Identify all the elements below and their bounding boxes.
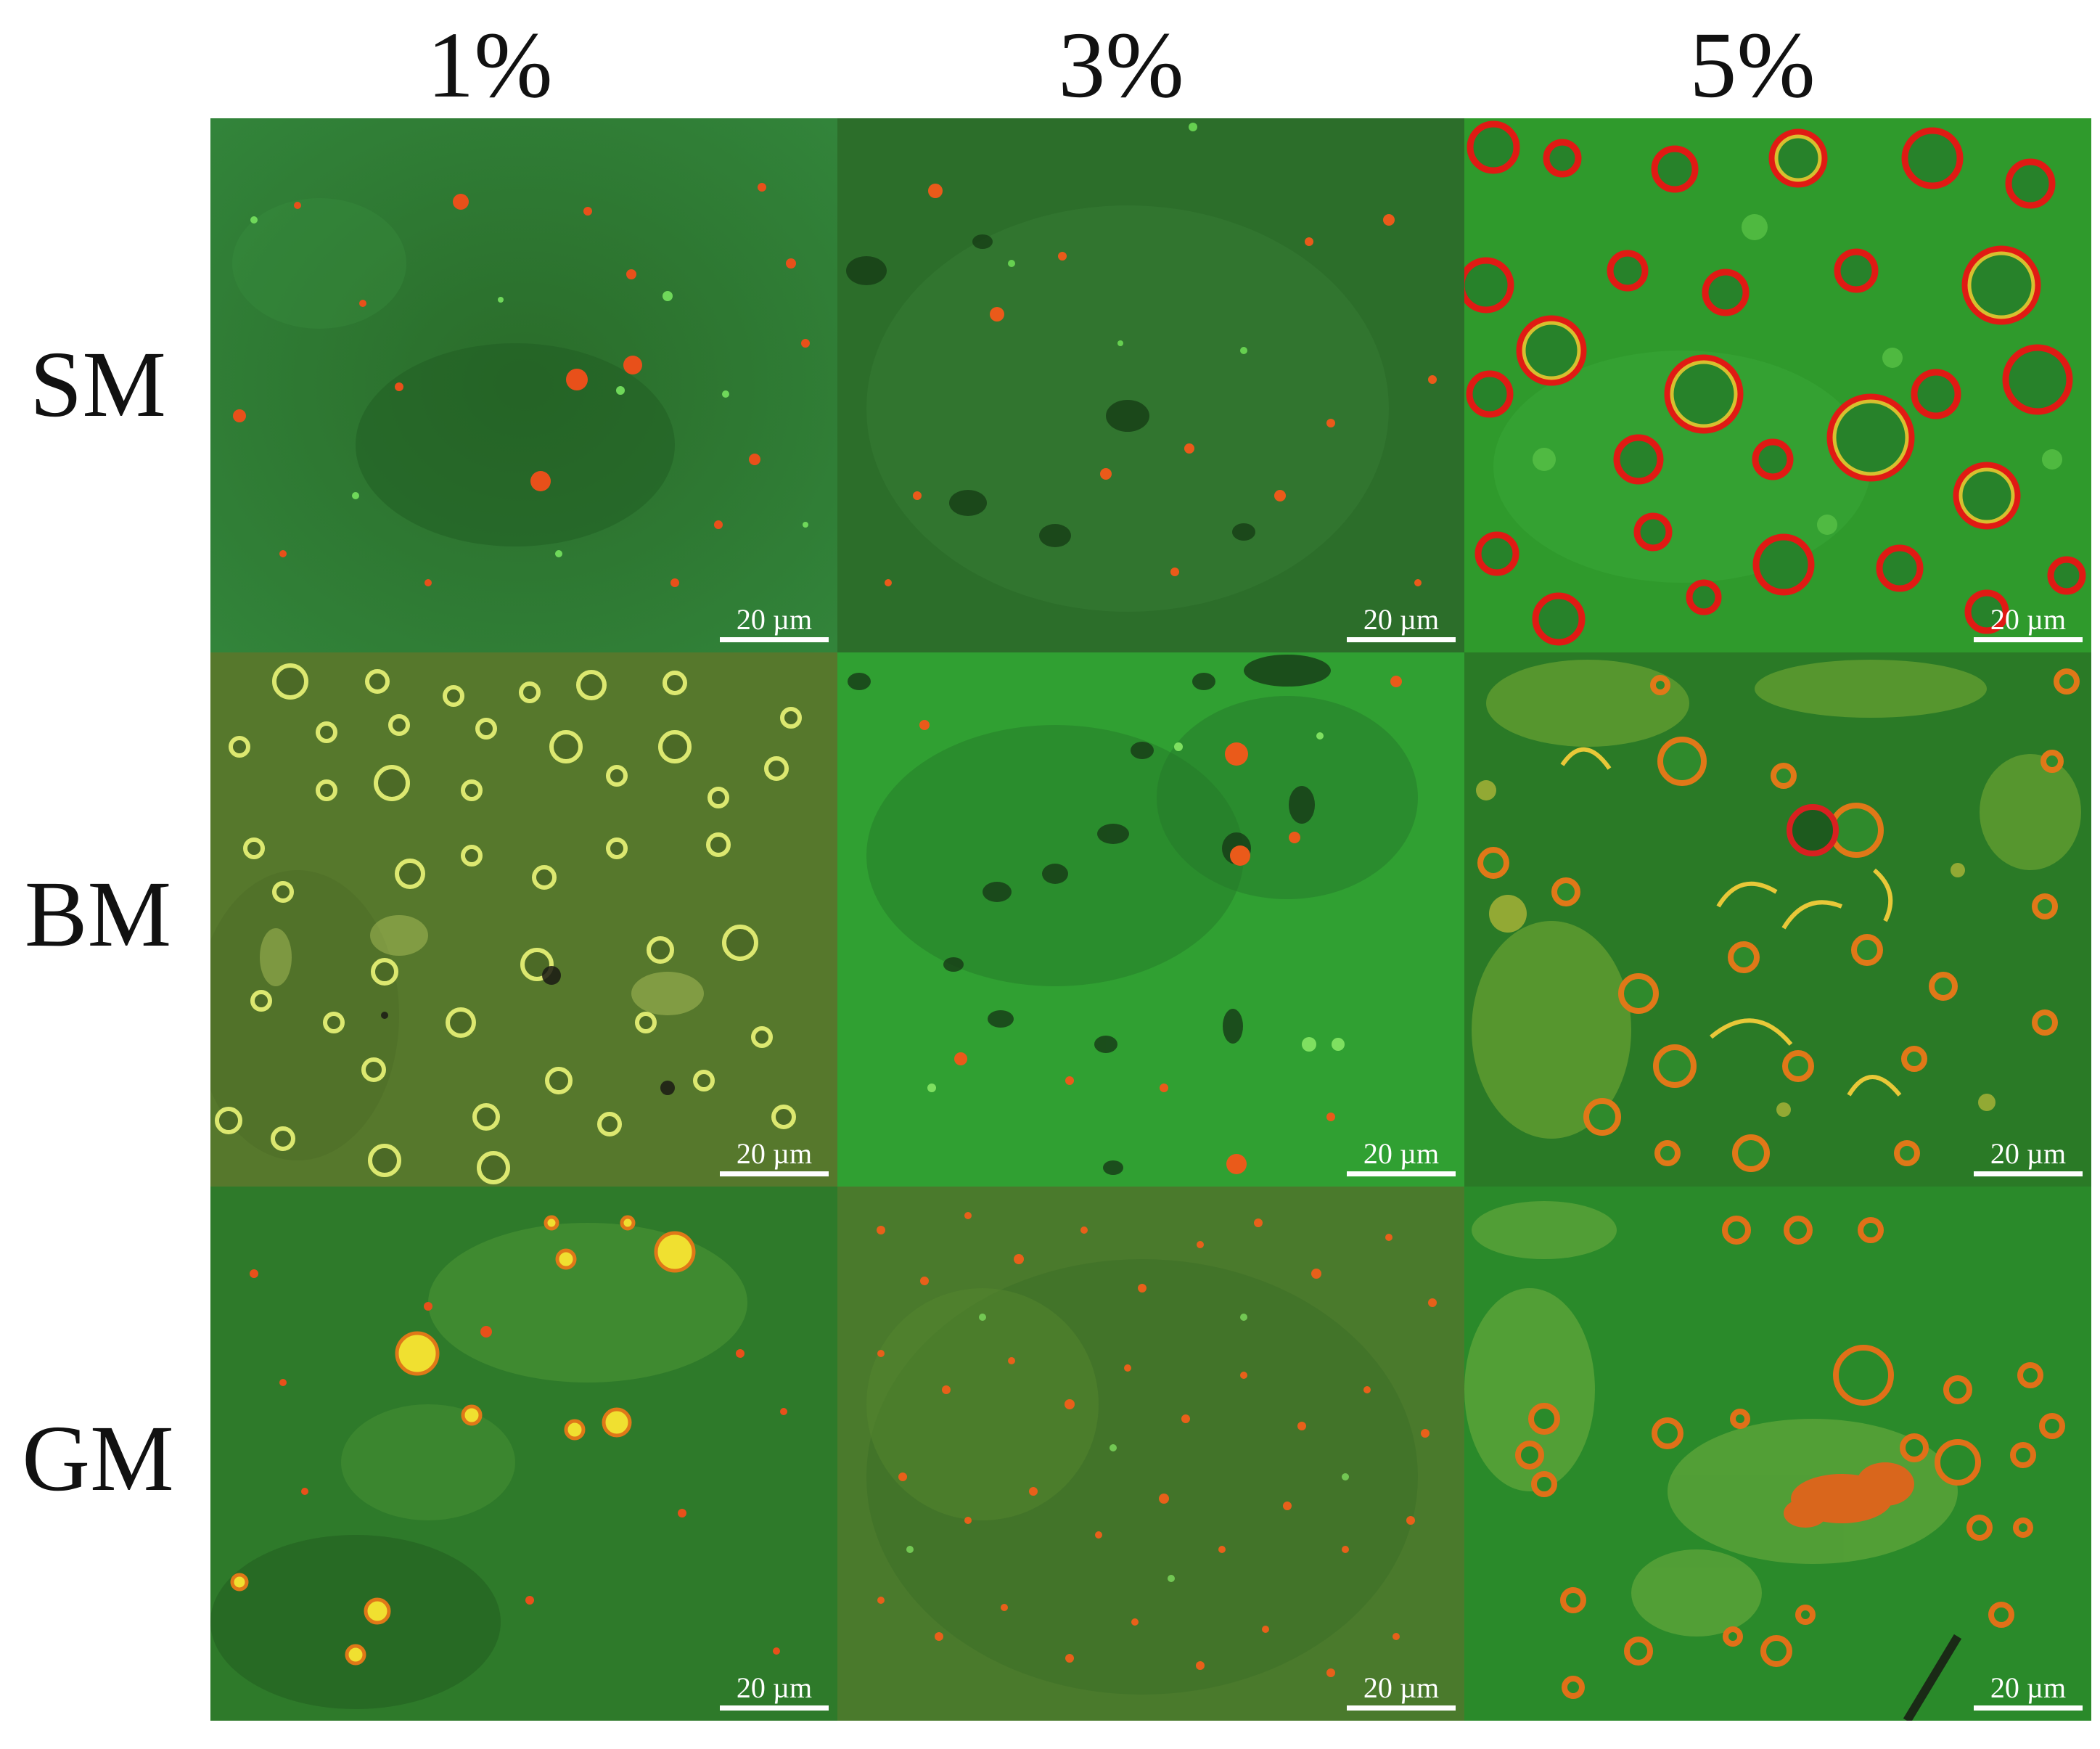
scale-bar: 20 µm	[1974, 1672, 2083, 1711]
micrograph-image	[210, 652, 837, 1187]
scale-bar: 20 µm	[1974, 1138, 2083, 1176]
column-label-3pct: 3%	[1058, 13, 1184, 118]
scale-bar: 20 µm	[1347, 604, 1456, 642]
scale-bar: 20 µm	[1974, 604, 2083, 642]
scale-bar-line	[1347, 1705, 1456, 1711]
scale-bar-label: 20 µm	[736, 603, 813, 636]
scale-bar: 20 µm	[720, 1138, 829, 1176]
micrograph-image	[210, 1187, 837, 1721]
scale-bar-label: 20 µm	[1990, 603, 2067, 636]
column-label-5pct: 5%	[1689, 13, 1816, 118]
micrograph-grid: 20 µm 20 µm	[210, 118, 2100, 1737]
micrograph-image	[1464, 1187, 2091, 1721]
panel-sm-1pct: 20 µm	[210, 118, 837, 652]
scale-bar-label: 20 µm	[1363, 1671, 1440, 1704]
scale-bar-label: 20 µm	[1990, 1137, 2067, 1170]
scale-bar-label: 20 µm	[736, 1137, 813, 1170]
micrograph-image	[837, 652, 1464, 1187]
micrograph-image	[1464, 118, 2091, 652]
scale-bar-label: 20 µm	[1990, 1671, 2067, 1704]
scale-bar-line	[1974, 1705, 2083, 1711]
scale-bar: 20 µm	[720, 1672, 829, 1711]
row-label-bm: BM	[24, 862, 172, 967]
panel-sm-3pct: 20 µm	[837, 118, 1464, 652]
panel-bm-5pct: 20 µm	[1464, 652, 2091, 1187]
scale-bar-line	[1974, 637, 2083, 642]
scale-bar: 20 µm	[720, 604, 829, 642]
panel-gm-3pct: 20 µm	[837, 1187, 1464, 1721]
micrograph-image	[837, 118, 1464, 652]
scale-bar-label: 20 µm	[1363, 603, 1440, 636]
row-label-sm: SM	[30, 332, 166, 437]
micrograph-image	[837, 1187, 1464, 1721]
row-label-gm: GM	[22, 1406, 174, 1511]
panel-bm-3pct: 20 µm	[837, 652, 1464, 1187]
scale-bar: 20 µm	[1347, 1138, 1456, 1176]
panel-sm-5pct: 20 µm	[1464, 118, 2091, 652]
scale-bar-line	[1347, 1171, 1456, 1176]
scale-bar-label: 20 µm	[1363, 1137, 1440, 1170]
panel-bm-1pct: 20 µm	[210, 652, 837, 1187]
panel-gm-5pct: 20 µm	[1464, 1187, 2091, 1721]
micrograph-image	[1464, 652, 2091, 1187]
scale-bar-label: 20 µm	[736, 1671, 813, 1704]
panel-gm-1pct: 20 µm	[210, 1187, 837, 1721]
column-label-1pct: 1%	[427, 13, 553, 118]
scale-bar-line	[720, 1705, 829, 1711]
scale-bar-line	[720, 1171, 829, 1176]
scale-bar-line	[1347, 637, 1456, 642]
scale-bar-line	[1974, 1171, 2083, 1176]
scale-bar: 20 µm	[1347, 1672, 1456, 1711]
micrograph-image	[210, 118, 837, 652]
scale-bar-line	[720, 637, 829, 642]
